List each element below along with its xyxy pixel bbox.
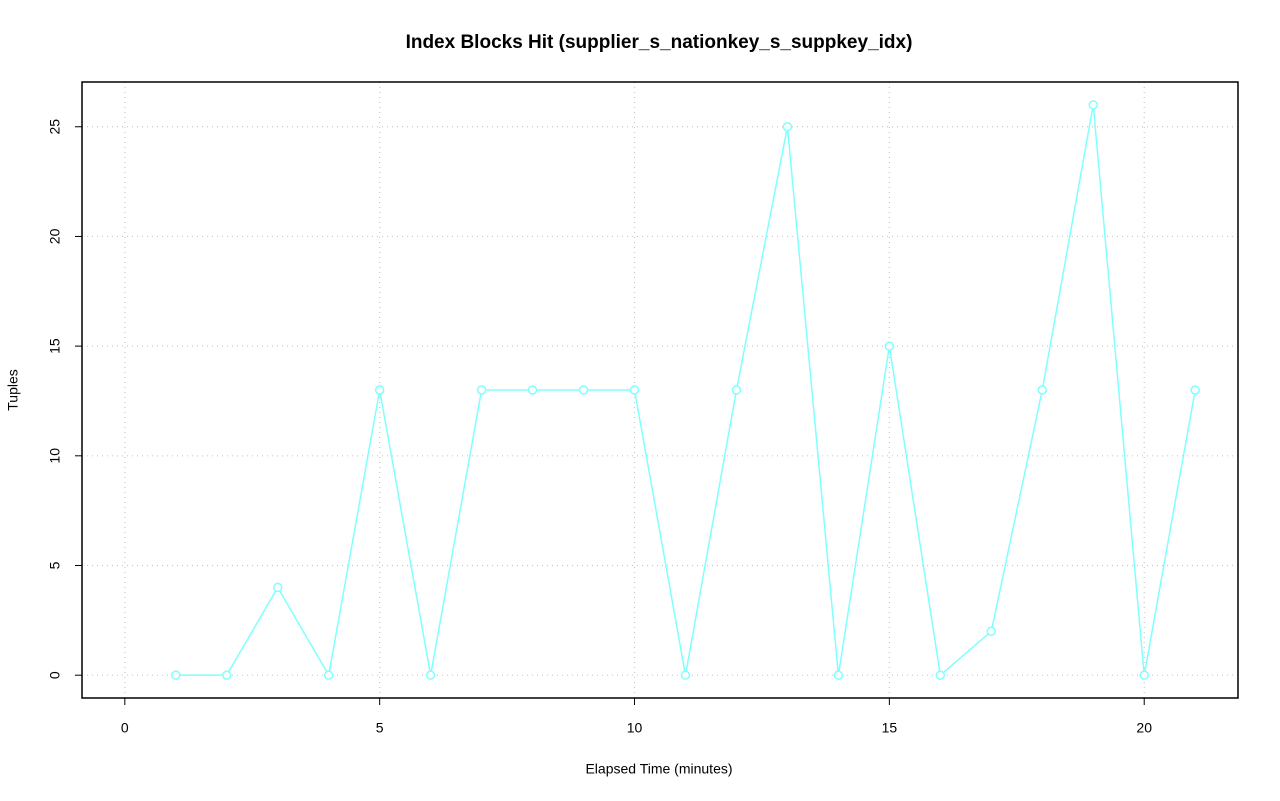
data-point: [171, 670, 181, 680]
data-point: [425, 670, 436, 680]
y-tick-label: 5: [47, 561, 63, 569]
x-tick-label: 20: [1136, 720, 1152, 736]
data-point: [986, 626, 997, 637]
x-tick-label: 10: [627, 720, 643, 736]
data-point: [731, 385, 742, 395]
data-point: [323, 670, 334, 680]
x-tick-label: 0: [121, 720, 129, 736]
y-tick-label: 20: [47, 228, 63, 244]
y-axis-label: Tuples: [5, 369, 21, 411]
y-tick-label: 10: [47, 448, 63, 464]
data-point: [222, 670, 232, 680]
data-point: [884, 341, 895, 351]
data-point: [935, 670, 946, 680]
data-point: [629, 385, 640, 395]
x-tick-label: 15: [882, 720, 898, 736]
data-point: [374, 385, 385, 395]
data-point: [1088, 100, 1098, 110]
chart-title: Index Blocks Hit (supplier_s_nationkey_s…: [406, 32, 913, 53]
y-tick-label: 25: [47, 119, 63, 135]
data-point: [782, 122, 793, 132]
x-tick-label: 5: [376, 720, 384, 736]
data-point: [680, 670, 691, 680]
data-point: [476, 385, 487, 395]
data-point: [1139, 670, 1149, 680]
x-axis-label: Elapsed Time (minutes): [585, 761, 732, 777]
plot-frame: [81, 81, 1239, 699]
y-tick-label: 15: [47, 338, 63, 354]
y-tick-label: 0: [47, 671, 63, 679]
data-point: [272, 582, 283, 593]
data-point: [1190, 385, 1200, 395]
data-point: [1037, 385, 1048, 395]
data-point: [527, 385, 538, 395]
data-point: [578, 385, 589, 395]
data-point: [833, 670, 844, 680]
